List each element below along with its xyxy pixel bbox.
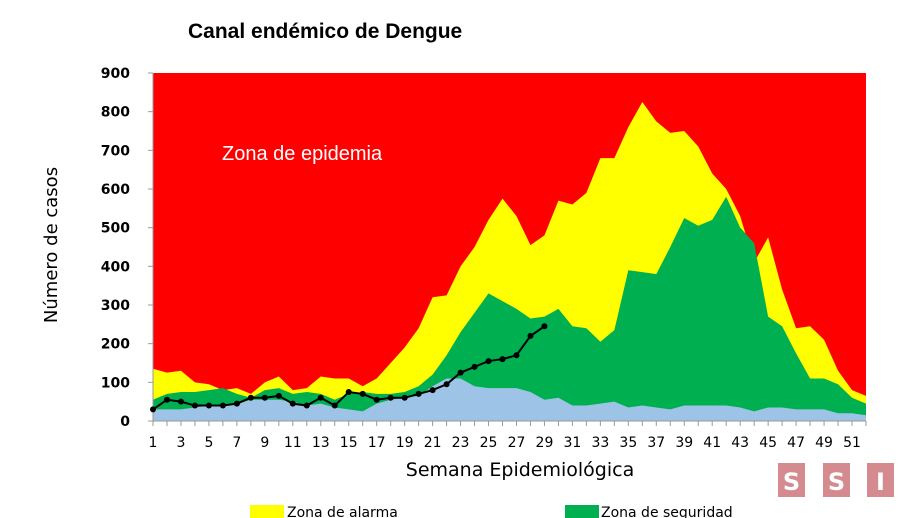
logo-letter: S	[828, 468, 845, 496]
y-tick-label: 200	[101, 337, 130, 353]
y-tick-label: 600	[101, 182, 130, 198]
logo-letter: I	[876, 468, 885, 496]
x-tick-label: 39	[675, 435, 693, 451]
current-line-point	[163, 396, 170, 403]
current-line-point	[373, 396, 380, 403]
current-line-point	[191, 402, 198, 409]
plot-areas	[153, 73, 866, 421]
logo-box	[867, 463, 894, 497]
area-seguridad	[153, 196, 866, 421]
legend-swatch-seguridad	[565, 505, 599, 518]
y-tick-label: 0	[120, 414, 130, 430]
y-tick-label: 100	[101, 375, 130, 391]
x-tick-label: 13	[312, 435, 330, 451]
current-line-point	[499, 356, 506, 363]
current-line-point	[303, 402, 310, 409]
current-line-point	[415, 390, 422, 397]
legend-swatch-alarma	[250, 505, 284, 518]
x-tick-label: 37	[647, 435, 665, 451]
logo-letter: S	[783, 468, 800, 496]
x-tick-label: 23	[452, 435, 470, 451]
y-tick-label: 900	[101, 66, 130, 82]
current-line-point	[443, 381, 450, 388]
current-line-point	[457, 369, 464, 376]
current-line-point	[387, 394, 394, 401]
current-line-point	[275, 392, 282, 399]
x-tick-label: 31	[563, 435, 581, 451]
current-line-point	[219, 402, 226, 409]
current-line-point	[485, 358, 492, 365]
y-tick-label: 400	[101, 259, 130, 275]
x-tick-label: 19	[396, 435, 414, 451]
current-line-point	[177, 398, 184, 405]
epidemic-zone-annotation: Zona de epidemia	[222, 143, 383, 165]
y-axis-label: Número de casos	[41, 167, 62, 323]
current-line-point	[331, 402, 338, 409]
x-tick-label: 5	[204, 435, 213, 451]
current-line-point	[471, 363, 478, 370]
y-tick-label: 700	[101, 143, 130, 159]
x-tick-label: 11	[284, 435, 302, 451]
current-line-point	[401, 394, 408, 401]
y-tick-label: 500	[101, 221, 130, 237]
x-tick-label: 27	[508, 435, 526, 451]
current-line-point	[527, 332, 534, 339]
legend-label-seguridad: Zona de seguridad	[601, 505, 733, 518]
logo-box	[823, 463, 850, 497]
x-tick-label: 51	[843, 435, 861, 451]
x-axis-label: Semana Epidemiológica	[406, 459, 634, 481]
current-line-point	[429, 387, 436, 394]
current-line-point	[541, 323, 548, 330]
y-tick-label: 300	[101, 298, 130, 314]
x-tick-label: 17	[368, 435, 386, 451]
logo-box	[778, 463, 805, 497]
chart-title: Canal endémico de Dengue	[188, 20, 462, 43]
x-tick-label: 15	[340, 435, 358, 451]
x-tick-label: 35	[619, 435, 637, 451]
area-exito	[153, 378, 866, 421]
current-line-point	[289, 400, 296, 407]
legend-label-alarma: Zona de alarma	[287, 505, 398, 518]
current-line-point	[205, 402, 212, 409]
x-tick-label: 41	[703, 435, 721, 451]
current-line-point	[345, 389, 352, 395]
legend: Zona de alarma Zona de seguridad	[250, 505, 733, 518]
x-tick-label: 25	[480, 435, 498, 451]
x-tick-label: 21	[424, 435, 442, 451]
current-line-point	[317, 394, 324, 401]
x-tick-label: 7	[232, 435, 241, 451]
current-line-point	[150, 406, 156, 413]
y-tick-label: 800	[101, 105, 130, 121]
current-line-point	[359, 390, 366, 397]
x-tick-label: 45	[759, 435, 777, 451]
x-tick-label: 9	[260, 435, 269, 451]
current-line-point	[513, 352, 520, 359]
x-tick-label: 49	[815, 435, 833, 451]
x-tick-label: 47	[787, 435, 805, 451]
x-tick-label: 29	[536, 435, 554, 451]
current-line-point	[261, 394, 268, 401]
x-tick-label: 1	[149, 435, 158, 451]
x-tick-label: 33	[591, 435, 609, 451]
x-tick-label: 3	[176, 435, 185, 451]
current-line-point	[233, 400, 240, 407]
x-tick-label: 43	[731, 435, 749, 451]
current-line-point	[247, 394, 254, 401]
current-cases-line	[150, 323, 548, 413]
